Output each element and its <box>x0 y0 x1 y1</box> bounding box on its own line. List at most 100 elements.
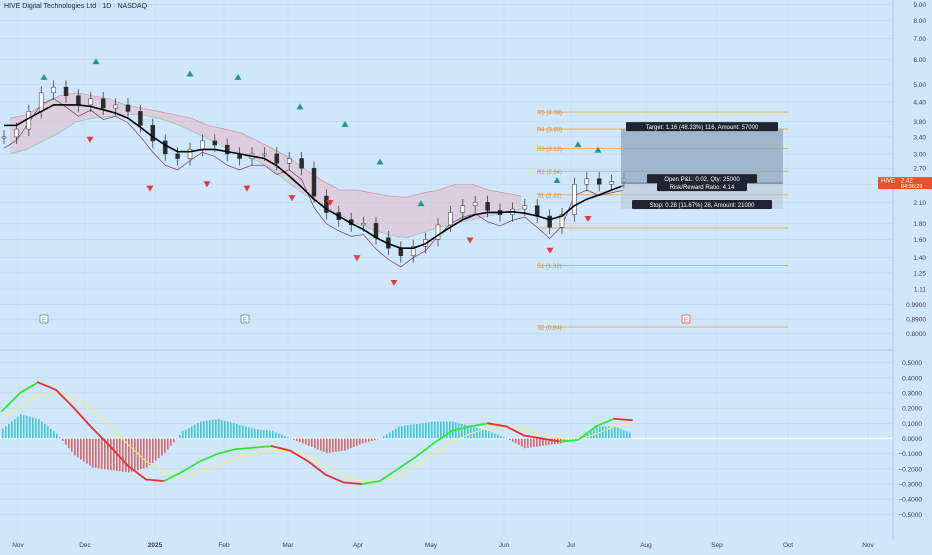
macd-histogram-bar <box>155 438 157 461</box>
macd-histogram-bar <box>230 422 232 439</box>
time-tick-label: Dec <box>79 542 91 549</box>
position-label: Open P&L: 0.02, Qty: 25000 <box>664 177 740 183</box>
position-label: Risk/Reward Ratio: 4.14 <box>670 185 735 191</box>
macd-histogram-bar <box>206 420 208 439</box>
macd-histogram-bar <box>476 427 478 439</box>
price-tick-label: 5.00 <box>913 82 926 89</box>
symbol-label: HIVE <box>881 179 895 185</box>
macd-line-segment <box>19 381 39 394</box>
price-axis: 9.00 8.00 7.00 6.00 5.00 4.40 3.80 3.40 3.00 2.70… <box>878 2 932 519</box>
time-tick-label: Apr <box>353 542 364 549</box>
macd-histogram-bar <box>488 431 490 439</box>
cloud-upper-line <box>9 92 522 198</box>
long-position-tool[interactable]: Target: 1.16 (48.33%) 116, Amount: 57000… <box>621 122 783 210</box>
macd-histogram-bar <box>383 436 385 439</box>
position-label-bg <box>632 200 772 210</box>
macd-histogram-bar <box>149 438 151 466</box>
macd-line-segment <box>307 460 327 476</box>
macd-histogram-bar <box>377 438 379 440</box>
macd-line-segment <box>55 389 75 410</box>
macd-histogram-bar <box>332 438 334 453</box>
macd-histogram-bar <box>179 434 181 439</box>
macd-histogram-bar <box>395 428 397 439</box>
macd-histogram-bar <box>479 428 481 439</box>
macd-line-segment <box>613 417 633 422</box>
macd-pane <box>1 381 633 485</box>
chart-title: HIVE Digital Technologies Ltd · 1D · NAS… <box>4 3 148 10</box>
macd-line-segment <box>271 445 291 452</box>
macd-histogram-bar <box>113 438 115 471</box>
macd-line-segment <box>487 422 507 428</box>
price-tick-label: 2.70 <box>913 166 926 173</box>
pivot-label: R2 (2.64) <box>537 170 562 176</box>
macd-histogram-bar <box>281 434 283 439</box>
macd-tick-label: −0.5000 <box>898 512 922 519</box>
candle-body <box>262 153 267 156</box>
macd-histogram-bar <box>8 423 10 439</box>
sell-signal-marker <box>288 195 296 202</box>
candle-body <box>175 153 180 159</box>
sell-signal-marker <box>146 185 154 192</box>
earnings-label: E <box>243 318 247 324</box>
candle-body <box>609 181 614 185</box>
buy-signal-marker <box>376 158 384 165</box>
candle-body <box>286 158 292 164</box>
macd-histogram-bar <box>386 434 388 439</box>
time-tick-label: Nov <box>12 542 24 549</box>
macd-tick-label: −0.4000 <box>898 497 922 504</box>
macd-histogram-bar <box>425 422 427 439</box>
macd-histogram-bar <box>611 426 613 439</box>
macd-histogram-bar <box>236 423 238 439</box>
price-tick-label: 3.00 <box>913 151 926 158</box>
price-tick-label: 6.00 <box>913 57 926 64</box>
macd-histogram-bar <box>38 419 40 439</box>
macd-histogram-bar <box>317 438 319 450</box>
macd-histogram-bar <box>545 438 547 446</box>
macd-histogram-bar <box>350 438 352 449</box>
macd-histogram-bar <box>191 426 193 439</box>
macd-histogram-bar <box>470 426 472 439</box>
macd-tick-label: 0.1000 <box>902 421 922 428</box>
macd-histogram-bar <box>584 434 586 439</box>
candle-body <box>100 98 106 109</box>
macd-histogram-bar <box>188 427 190 439</box>
candle-body <box>51 86 56 94</box>
candle-body <box>572 183 577 215</box>
macd-histogram-bar <box>524 438 526 449</box>
macd-line-segment <box>343 481 363 485</box>
macd-line-segment <box>379 467 399 482</box>
candle-body <box>200 140 205 150</box>
macd-line-segment <box>253 445 273 449</box>
earnings-label: E <box>42 318 46 324</box>
macd-line-segment <box>199 452 219 463</box>
macd-line-segment <box>397 455 417 470</box>
price-tick-label: 1.11 <box>914 287 927 294</box>
candle-body <box>361 223 366 226</box>
macd-line-segment <box>505 425 525 437</box>
macd-histogram-bar <box>575 438 577 440</box>
macd-histogram-bar <box>263 429 265 439</box>
price-tick-label: 0.9900 <box>906 302 926 309</box>
candle-body <box>274 153 280 164</box>
macd-histogram-bar <box>26 415 28 439</box>
macd-line-segment <box>451 425 471 432</box>
candle-body <box>113 104 118 109</box>
macd-histogram-bar <box>368 438 370 442</box>
macd-histogram-bar <box>449 421 451 439</box>
macd-histogram-bar <box>398 426 400 439</box>
macd-histogram-bar <box>533 438 535 448</box>
macd-histogram-bar <box>59 437 61 439</box>
macd-histogram-bar <box>200 421 202 439</box>
candle-body <box>547 215 552 228</box>
time-tick-label: Jun <box>499 542 510 549</box>
macd-histogram-bar <box>326 438 328 454</box>
macd-histogram-bar <box>380 438 382 439</box>
macd-histogram-bar <box>284 436 286 439</box>
earnings-marker <box>240 314 250 324</box>
macd-histogram-bar <box>491 432 493 439</box>
macd-histogram-bar <box>410 424 412 439</box>
macd-histogram-bar <box>50 428 52 439</box>
macd-histogram-bar <box>161 438 163 456</box>
